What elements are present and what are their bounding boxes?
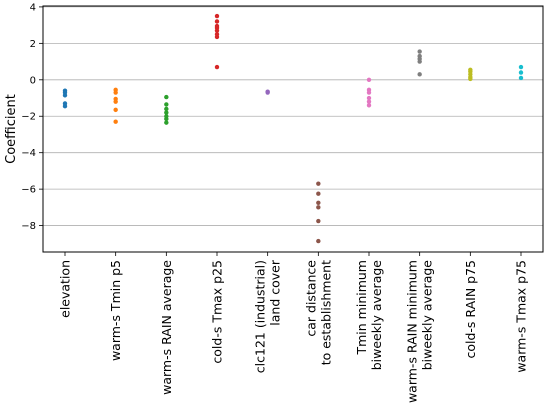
- x-category-label-line: biweekly average: [420, 260, 435, 371]
- data-point: [214, 13, 220, 19]
- y-tick-label: 0: [30, 75, 36, 86]
- data-point: [164, 120, 169, 125]
- x-category-label: warm-s Tmin p5: [108, 260, 123, 361]
- data-point: [518, 75, 524, 81]
- y-tick-label: −4: [21, 148, 36, 159]
- data-point: [214, 28, 220, 33]
- gridlines: [43, 6, 543, 226]
- data-point: [366, 103, 372, 108]
- x-axis-ticks: elevation warm-s Tmin p5 warm-s RAIN avera…: [58, 252, 529, 403]
- data-point: [316, 218, 321, 224]
- data-point: [518, 70, 524, 75]
- y-axis-ticks: 4 2 0 −2 −4 −6 −8: [21, 2, 43, 232]
- x-category-label-line: Tmin minimum: [354, 260, 369, 356]
- y-tick-label: −2: [21, 112, 36, 123]
- data-point: [316, 205, 321, 210]
- data-point: [62, 104, 68, 109]
- data-point: [62, 93, 68, 98]
- data-point: [164, 110, 169, 115]
- y-tick-label: 4: [30, 2, 36, 13]
- data-point: [366, 95, 372, 101]
- x-category-label: car distanceto establishment: [303, 260, 333, 366]
- data-point: [366, 99, 372, 104]
- data-point: [518, 64, 524, 70]
- x-category-label-line: cold-s RAIN p75: [463, 260, 478, 359]
- data-point: [164, 94, 169, 100]
- x-category-label: clc121 (industrial)land cover: [253, 259, 283, 373]
- x-category-label: cold-s Tmax p25: [210, 260, 225, 364]
- data-point: [316, 238, 321, 244]
- data-point: [366, 90, 372, 95]
- data-point: [417, 72, 422, 77]
- data-point: [113, 107, 118, 113]
- data-point: [164, 106, 169, 112]
- x-category-label-line: warm-s Tmin p5: [108, 260, 123, 361]
- plot-frame: [42, 5, 544, 253]
- data-point: [113, 90, 118, 95]
- x-category-label-line: warm-s RAIN minimum: [405, 260, 420, 403]
- x-category-label-line: elevation: [58, 260, 73, 318]
- y-axis-title: Coefficient: [4, 94, 19, 164]
- x-category-label: warm-s Tmax p75: [514, 260, 529, 373]
- x-category-label-line: land cover: [268, 259, 283, 326]
- x-category-label: cold-s RAIN p75: [463, 260, 478, 359]
- x-category-label-line: clc121 (industrial): [253, 260, 268, 373]
- x-category-label-line: biweekly average: [369, 260, 384, 371]
- x-category-label-line: warm-s RAIN average: [159, 260, 174, 395]
- data-point: [417, 59, 422, 64]
- x-category-label: warm-s RAIN average: [159, 260, 174, 395]
- x-category-label: Tmin minimumbiweekly average: [354, 260, 384, 371]
- data-point: [214, 19, 220, 24]
- x-category-label-line: to establishment: [318, 260, 333, 365]
- x-category-label-line: warm-s Tmax p75: [514, 260, 529, 373]
- data-point: [164, 102, 169, 107]
- data-point: [316, 181, 321, 186]
- data-point: [214, 34, 220, 40]
- y-tick-label: −6: [21, 185, 36, 196]
- y-tick-label: −8: [21, 221, 36, 232]
- data-point: [468, 76, 473, 82]
- data-point: [316, 200, 321, 205]
- data-point: [265, 90, 270, 95]
- x-category-label-line: cold-s Tmax p25: [210, 260, 225, 364]
- x-category-label-line: car distance: [303, 260, 318, 337]
- data-point: [417, 49, 422, 54]
- y-tick-label: 2: [30, 39, 36, 50]
- data-points: [62, 13, 524, 244]
- data-point: [214, 64, 220, 70]
- data-point: [113, 99, 118, 104]
- data-point: [316, 191, 321, 196]
- data-point: [164, 116, 169, 122]
- data-point: [113, 119, 118, 124]
- data-point: [366, 77, 372, 83]
- x-category-label: elevation: [58, 260, 73, 318]
- x-category-label: warm-s RAIN minimumbiweekly average: [405, 260, 435, 403]
